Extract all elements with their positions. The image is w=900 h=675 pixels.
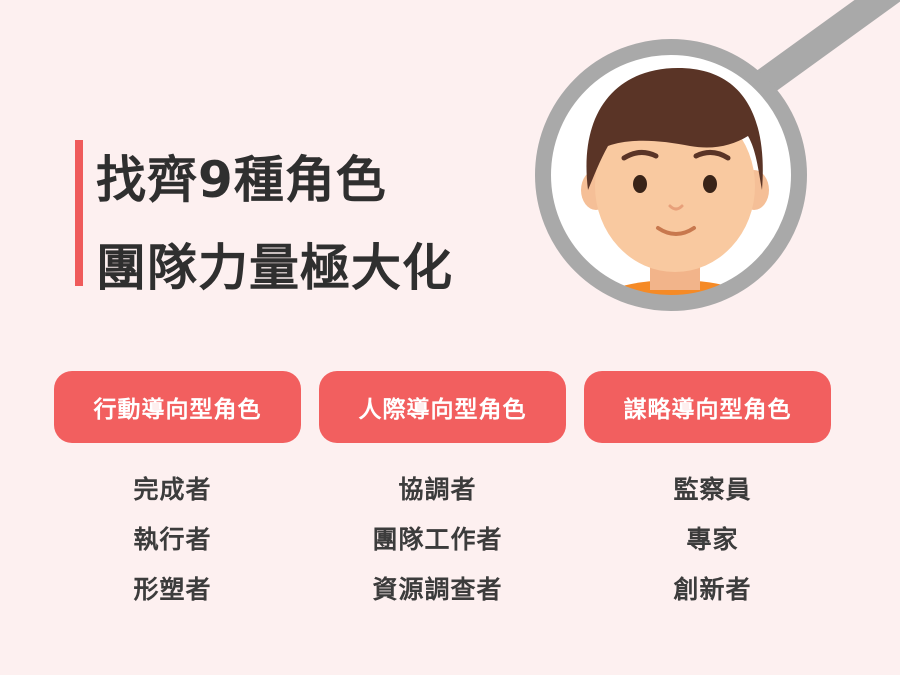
list-item: 資源調查者 — [372, 575, 503, 604]
magnifier-rim — [535, 39, 807, 311]
role-category-action: 行動導向型角色 — [54, 371, 301, 443]
list-item: 執行者 — [133, 525, 212, 554]
page-title-line-1: 找齊9種角色 — [96, 151, 387, 209]
role-list-people: 協調者 團隊工作者 資源調查者 — [314, 470, 561, 620]
title-accent-bar — [75, 140, 83, 286]
magnifier-face-illustration — [500, 0, 900, 340]
list-item: 完成者 — [133, 475, 212, 504]
page-title-line-2: 團隊力量極大化 — [96, 239, 453, 297]
role-category-thought: 謀略導向型角色 — [584, 371, 831, 443]
magnifier-over-boy-face-icon — [535, 0, 900, 311]
list-item: 協調者 — [398, 475, 477, 504]
list-item: 專家 — [686, 525, 739, 554]
role-list-thought: 監察員 專家 創新者 — [589, 470, 836, 620]
magnifier-handle — [751, 0, 900, 96]
list-item: 形塑者 — [133, 575, 212, 604]
list-item: 監察員 — [673, 475, 752, 504]
role-category-people: 人際導向型角色 — [319, 371, 566, 443]
list-item: 團隊工作者 — [372, 525, 503, 554]
list-item: 創新者 — [673, 575, 752, 604]
role-list-action: 完成者 執行者 形塑者 — [49, 470, 296, 620]
